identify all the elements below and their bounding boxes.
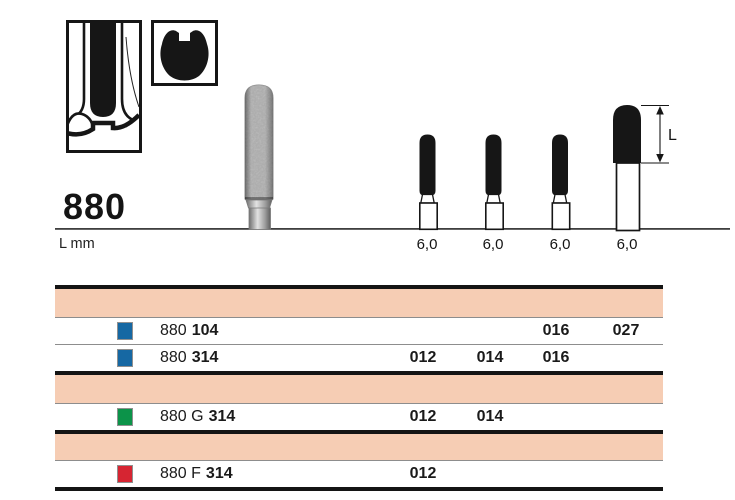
iso-size-cell: 012 xyxy=(409,349,437,366)
iso-size-cell: 016 xyxy=(542,322,570,339)
product-code: 880 104 xyxy=(160,322,219,339)
category-band-2 xyxy=(55,375,663,403)
separator xyxy=(55,460,663,461)
length-value-1: 6,0 xyxy=(416,236,438,253)
separator xyxy=(55,344,663,345)
table-border-top xyxy=(55,285,663,289)
bur-silhouette-3 xyxy=(551,133,571,231)
bur-silhouette-2 xyxy=(484,133,504,231)
product-code: 880 F 314 xyxy=(160,465,233,482)
grit-color-swatch xyxy=(117,464,133,483)
separator-thick xyxy=(55,371,663,375)
iso-size-cell: 012 xyxy=(409,465,437,482)
product-number: 880 xyxy=(63,186,127,227)
product-code: 880 314 xyxy=(160,349,219,366)
table-row-880-g-314: 880 G 314 012 014 xyxy=(55,404,663,430)
category-band-1 xyxy=(55,289,663,317)
diamond-bur-photo xyxy=(244,84,274,230)
length-dimension-arrow xyxy=(641,104,669,164)
baseline xyxy=(55,228,730,230)
length-value-4: 6,0 xyxy=(616,236,638,253)
application-pictogram-box xyxy=(66,20,142,153)
grit-color-swatch xyxy=(117,348,133,367)
separator xyxy=(55,317,663,318)
grit-color-swatch xyxy=(117,321,133,340)
iso-size-cell: 012 xyxy=(409,408,437,425)
separator-thick xyxy=(55,430,663,434)
shape-pictogram-box xyxy=(151,20,218,86)
length-value-2: 6,0 xyxy=(482,236,504,253)
tooth-crown-silhouette-icon xyxy=(160,30,209,81)
bur-in-tooth-cross-section-icon xyxy=(69,23,139,137)
grit-color-swatch xyxy=(117,407,133,426)
table-row-880-314: 880 314 012 014 016 xyxy=(55,345,663,371)
bur-silhouette-4 xyxy=(613,105,641,232)
iso-size-cell: 016 xyxy=(542,349,570,366)
length-unit-label: L mm xyxy=(59,236,95,252)
iso-size-cell: 027 xyxy=(612,322,640,339)
length-value-3: 6,0 xyxy=(549,236,571,253)
category-band-3 xyxy=(55,434,663,460)
iso-size-cell: 014 xyxy=(476,408,504,425)
table-border-bottom xyxy=(55,487,663,491)
separator xyxy=(55,403,663,404)
product-code: 880 G 314 xyxy=(160,408,236,425)
bur-silhouette-1 xyxy=(418,133,438,231)
iso-size-cell: 014 xyxy=(476,349,504,366)
table-row-880-f-314: 880 F 314 012 xyxy=(55,461,663,487)
dimension-symbol-label: L xyxy=(668,127,677,144)
table-row-880-104: 880 104 016 027 xyxy=(55,318,663,344)
